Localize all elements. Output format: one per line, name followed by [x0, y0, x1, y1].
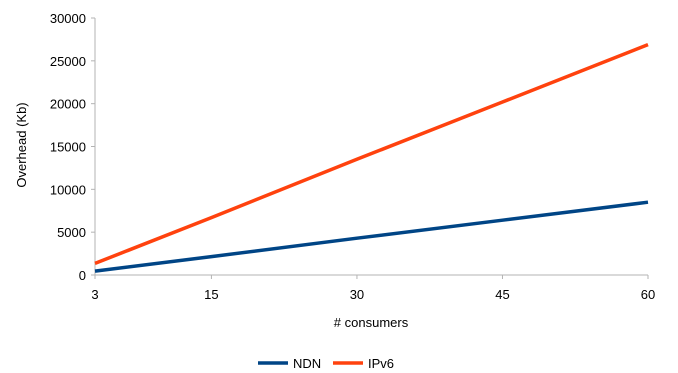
y-tick-label: 15000 [50, 140, 86, 155]
y-tick-label: 5000 [57, 225, 86, 240]
y-tick-label: 30000 [50, 11, 86, 26]
series-lines [94, 42, 649, 273]
x-tick-label: 30 [350, 287, 364, 302]
y-tick-label: 25000 [50, 54, 86, 69]
legend-label-ndn: NDN [293, 356, 321, 371]
y-axis-title: Overhead (Kb) [14, 102, 29, 187]
y-tick-label: 20000 [50, 97, 86, 112]
x-axis-title: # consumers [334, 315, 409, 330]
legend: NDN IPv6 [258, 356, 394, 371]
x-tick-label: 3 [91, 287, 98, 302]
x-tick-label: 60 [641, 287, 655, 302]
y-tick-labels: 0 5000 10000 15000 20000 25000 30000 [50, 11, 95, 283]
y-tick-label: 10000 [50, 182, 86, 197]
x-tick-labels: 3 15 30 45 60 [91, 275, 655, 302]
x-tick-label: 15 [204, 287, 218, 302]
series-line-ipv6 [94, 42, 649, 266]
y-tick-label: 0 [79, 268, 86, 283]
legend-label-ipv6: IPv6 [368, 356, 394, 371]
series-line-ndn [94, 200, 649, 273]
x-tick-label: 45 [495, 287, 509, 302]
